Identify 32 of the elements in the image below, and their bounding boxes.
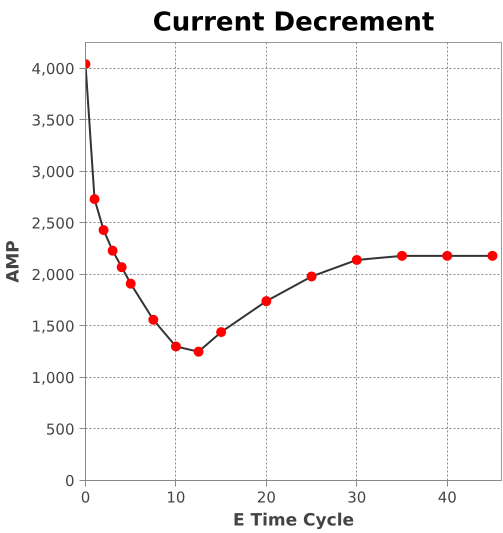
- x-tick-label: 20: [256, 488, 276, 506]
- y-tick-label: 2,500: [32, 214, 75, 232]
- y-tick-label: 500: [46, 420, 75, 438]
- point: [306, 271, 317, 282]
- point: [352, 254, 362, 265]
- y-axis-title: AMP: [4, 240, 24, 283]
- x-axis-title: E Time Cycle: [232, 510, 354, 530]
- point: [397, 250, 408, 261]
- x-tick-label: 10: [166, 488, 186, 506]
- y-tick-label: 1,500: [32, 317, 75, 336]
- x-tick-label: 0: [80, 488, 90, 506]
- y-tick-label: 4,000: [32, 60, 75, 78]
- chart-title: Current Decrement: [152, 8, 434, 38]
- y-tick-label: 0: [64, 472, 75, 490]
- point: [170, 342, 181, 352]
- point: [116, 262, 127, 272]
- point: [442, 250, 452, 261]
- point: [98, 225, 109, 236]
- x-tick-label: 40: [438, 488, 457, 506]
- y-tick-label: 3,000: [32, 162, 75, 181]
- point: [108, 246, 118, 256]
- y-tick-label: 1,000: [32, 368, 75, 387]
- point: [487, 250, 498, 261]
- point: [261, 296, 272, 306]
- point: [90, 194, 100, 204]
- point: [216, 327, 226, 338]
- point: [194, 346, 204, 357]
- y-tick-label: 3,500: [32, 111, 75, 130]
- point: [126, 278, 136, 289]
- point: [148, 314, 158, 325]
- y-tick-label: 2,000: [32, 266, 75, 284]
- x-tick-label: 30: [347, 488, 366, 506]
